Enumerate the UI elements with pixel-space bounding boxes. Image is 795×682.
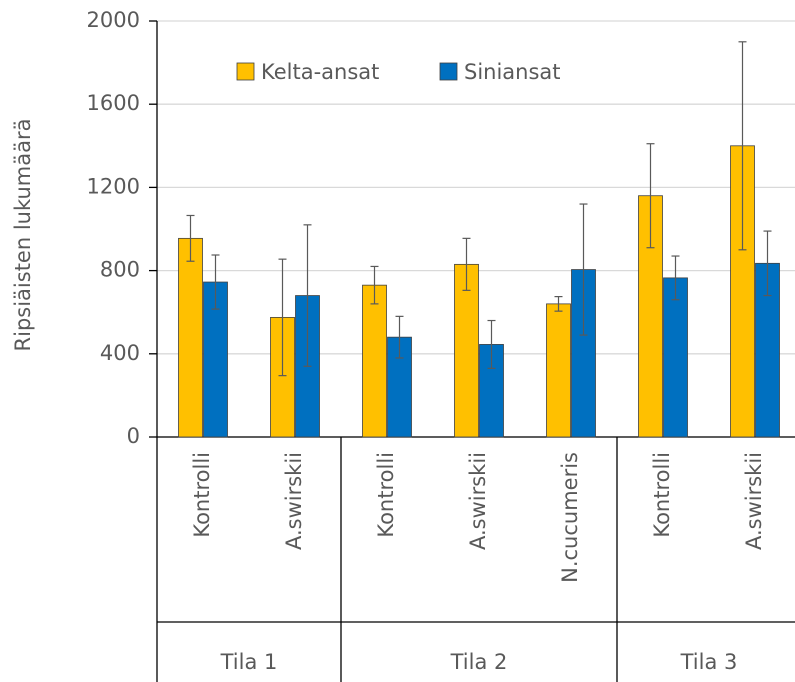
y-tick-label: 2000 — [87, 8, 140, 32]
bar — [178, 237, 203, 438]
error-bar — [554, 296, 563, 312]
group-label: Tila 3 — [680, 650, 738, 674]
x-tick-label: A.swirskii — [466, 452, 490, 550]
error-bar — [579, 203, 588, 336]
y-tick-label: 400 — [100, 341, 140, 365]
x-tick-label: Kontrolli — [374, 452, 398, 538]
legend-swatch — [236, 62, 255, 81]
x-tick-label: A.swirskii — [742, 452, 766, 550]
x-tick-label: Kontrolli — [650, 452, 674, 538]
y-tick-label: 800 — [100, 258, 140, 282]
legend-label: Siniansat — [464, 60, 561, 84]
error-bar — [211, 254, 220, 310]
error-bar — [646, 143, 655, 249]
error-bar — [370, 265, 379, 305]
y-tick-label: 0 — [127, 424, 140, 448]
legend-label: Kelta-ansat — [261, 60, 379, 84]
error-bar — [738, 41, 747, 251]
legend-swatch — [439, 62, 458, 81]
group-label: Tila 1 — [220, 650, 278, 674]
x-tick-label: N.cucumeris — [558, 452, 582, 583]
x-tick-label: A.swirskii — [282, 452, 306, 550]
error-bar — [303, 224, 312, 367]
y-tick-label: 1200 — [87, 174, 140, 198]
error-bar — [763, 230, 772, 297]
group-label: Tila 2 — [450, 650, 508, 674]
error-bar — [278, 258, 287, 377]
bar — [546, 303, 571, 438]
error-bar — [186, 214, 195, 262]
error-bar — [671, 255, 680, 301]
bar — [454, 263, 479, 438]
x-tick-label: Kontrolli — [190, 452, 214, 538]
y-axis-label: Ripsiäisten lukumäärä — [11, 119, 35, 352]
y-tick-label: 1600 — [87, 91, 140, 115]
bar — [663, 277, 688, 438]
bar — [362, 284, 387, 438]
error-bar — [395, 315, 404, 359]
error-bar — [487, 319, 496, 369]
error-bar — [462, 237, 471, 291]
